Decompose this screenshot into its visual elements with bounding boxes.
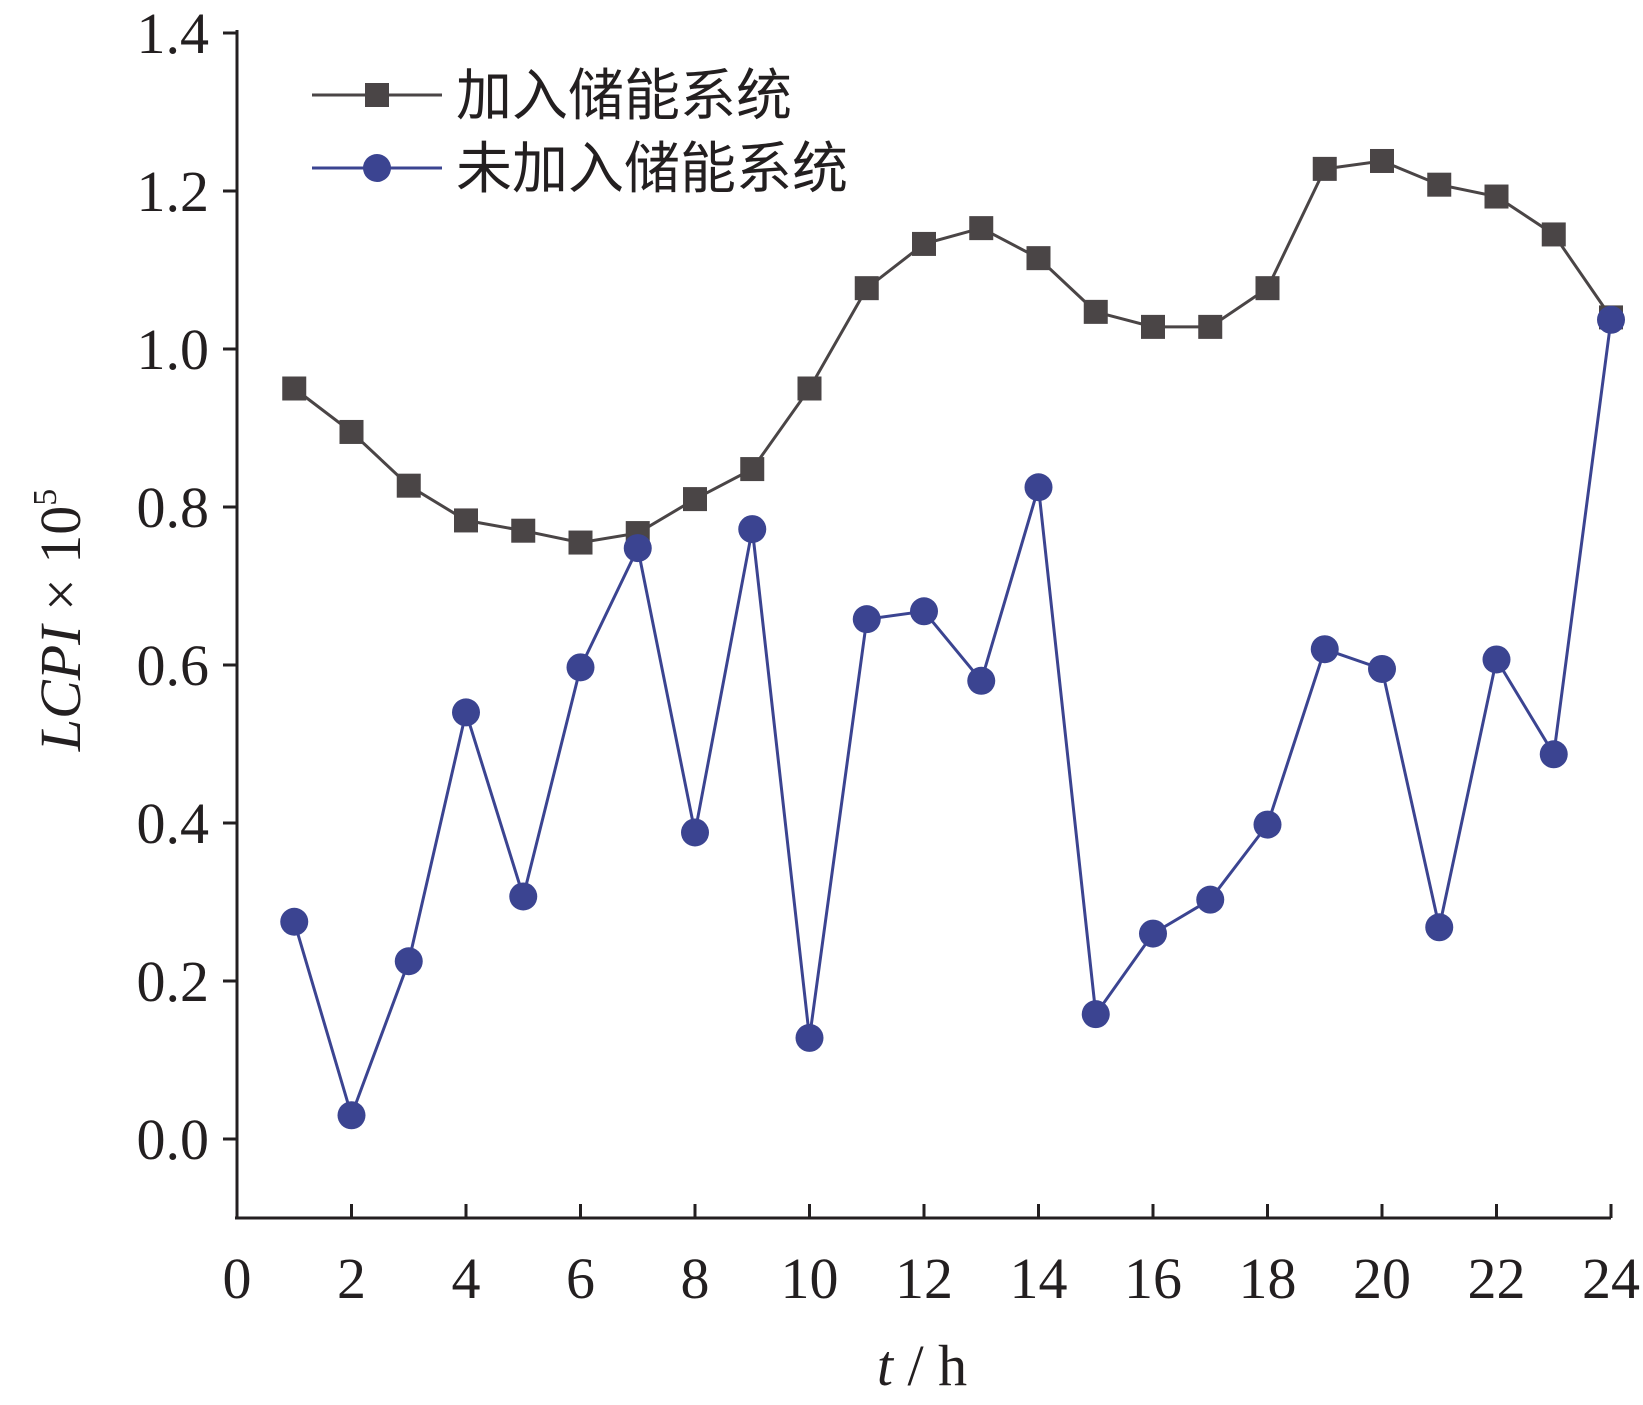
data-point-circle [452, 698, 480, 727]
data-point-square [1198, 314, 1223, 339]
data-point-circle [623, 534, 652, 563]
data-point-circle [738, 515, 767, 544]
legend-circle-marker [363, 154, 391, 182]
data-point-square [1484, 184, 1509, 209]
series-line-1 [292, 319, 1613, 1121]
data-point-circle [910, 597, 938, 626]
data-point-square [339, 419, 364, 444]
x-tick-label: 24 [1582, 1246, 1640, 1311]
data-point-circle [1139, 919, 1167, 948]
data-point-square [454, 508, 478, 533]
y-axis-label: LCPI × 105 [27, 489, 93, 752]
legend-item-with-storage: 加入储能系统 [312, 64, 792, 129]
data-point-square [511, 518, 536, 543]
data-point-circle [795, 1023, 824, 1052]
data-point-square [1255, 276, 1280, 301]
data-point-circle [566, 653, 595, 682]
data-point-circle [681, 818, 709, 847]
data-point-square [1370, 148, 1394, 173]
data-point-circle [1024, 473, 1053, 502]
x-tick-label: 22 [1468, 1246, 1526, 1311]
x-tick-label: 8 [681, 1246, 710, 1311]
data-point-square [797, 376, 822, 401]
data-point-square [740, 457, 765, 482]
data-point-circle [1539, 740, 1568, 769]
y-tick-label: 0.0 [137, 1107, 210, 1172]
x-tick-label: 2 [337, 1246, 366, 1311]
legend-item-without-storage: 未加入储能系统 [312, 137, 848, 202]
data-point-square [683, 487, 707, 512]
x-tick-label: 12 [895, 1246, 953, 1311]
data-point-square [1083, 299, 1108, 324]
x-axis-label: t / h [877, 1333, 967, 1398]
data-point-square [912, 231, 936, 256]
data-point-square [1427, 172, 1452, 197]
x-tick-label: 4 [452, 1246, 481, 1311]
x-tick-label: 20 [1353, 1246, 1411, 1311]
y-tick-label: 0.4 [137, 791, 210, 856]
y-axis-label-times: × 10 [28, 506, 93, 626]
y-tick-label: 0.2 [137, 949, 210, 1014]
y-tick-label: 0.8 [137, 475, 210, 540]
data-point-circle [509, 882, 538, 911]
legend-label-with-storage: 加入储能系统 [456, 64, 792, 129]
x-tick-label: 16 [1124, 1246, 1182, 1311]
legend-label-without-storage: 未加入储能系统 [456, 137, 848, 202]
y-tick-label: 1.0 [137, 317, 210, 382]
data-point-circle [852, 605, 881, 634]
x-tick-label: 0 [223, 1246, 252, 1311]
data-point-circle [1482, 645, 1511, 674]
data-point-circle [967, 666, 996, 695]
legend: 加入储能系统 未加入储能系统 [312, 64, 848, 202]
legend-square-marker [365, 83, 389, 107]
x-tick-label: 14 [1010, 1246, 1068, 1311]
series-line-0 [293, 159, 1613, 545]
data-point-square [568, 530, 593, 555]
y-tick-label: 0.6 [137, 633, 210, 698]
data-point-circle [1253, 810, 1282, 839]
y-tick-label: 1.4 [137, 1, 210, 66]
data-point-square [396, 473, 421, 498]
x-tick-label: 10 [781, 1246, 839, 1311]
y-axis-label-var: LCPI [28, 623, 93, 752]
data-point-circle [280, 907, 309, 936]
data-point-circle [1081, 1000, 1110, 1029]
x-tick-label: 6 [566, 1246, 595, 1311]
data-point-circle [1196, 885, 1225, 914]
data-point-square [282, 376, 307, 401]
data-point-square [1026, 246, 1051, 271]
data-point-square [854, 276, 879, 301]
data-point-square [1141, 314, 1165, 339]
data-point-circle [1310, 635, 1339, 664]
data-point-circle [1425, 913, 1454, 942]
x-axis-label-unit: / h [893, 1333, 967, 1398]
y-axis-label-exp: 5 [27, 489, 64, 506]
y-tick-label: 1.2 [137, 159, 210, 224]
x-tick-label: 18 [1239, 1246, 1297, 1311]
data-point-square [1312, 156, 1337, 181]
data-point-square [969, 216, 994, 241]
x-ticks: 0 2 4 6 8 10 12 14 16 18 20 22 24 [223, 1204, 1640, 1311]
data-point-circle [337, 1101, 366, 1130]
data-point-circle [1368, 654, 1396, 683]
data-point-circle [394, 947, 423, 976]
y-ticks: 0.0 0.2 0.4 0.6 0.8 1.0 1.2 1.4 [137, 1, 237, 1172]
data-point-circle [1597, 305, 1625, 334]
series-layer [280, 148, 1625, 1130]
x-axis-label-var: t [877, 1333, 895, 1398]
data-point-square [1541, 222, 1566, 247]
